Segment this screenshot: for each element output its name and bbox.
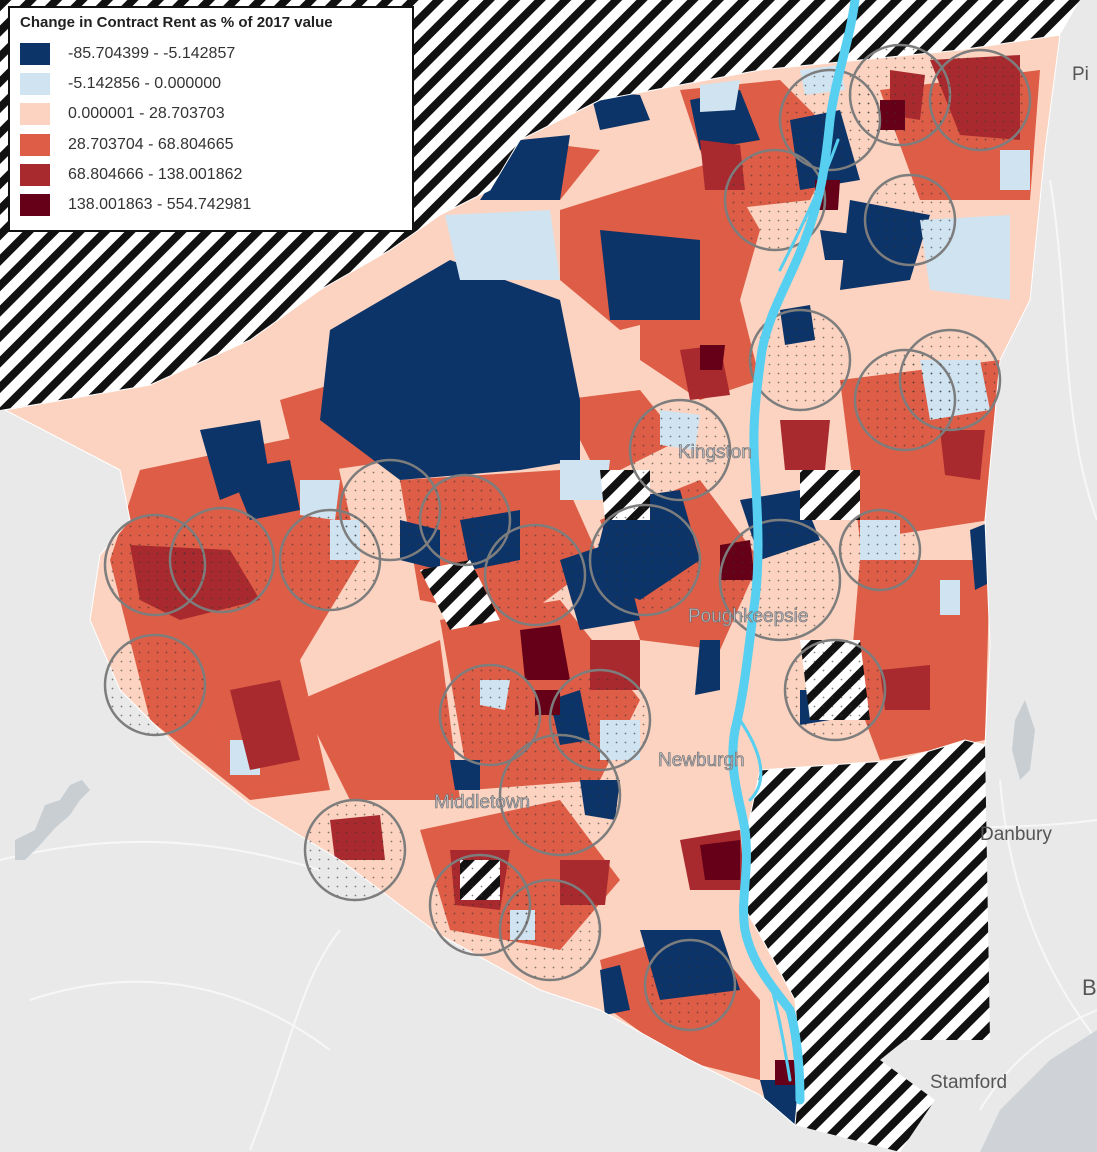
legend-row: 0.000001 - 28.703703: [20, 99, 402, 129]
legend-label: -5.142856 - 0.000000: [68, 75, 222, 93]
legend-row: -85.704399 - -5.142857: [20, 39, 402, 69]
legend-swatch: [20, 73, 50, 96]
legend-swatch: [20, 103, 50, 126]
legend-swatch: [20, 133, 50, 156]
legend-label: -85.704399 - -5.142857: [68, 45, 236, 63]
place-label-middletown: Middletown: [434, 792, 530, 813]
legend-row: 138.001863 - 554.742981: [20, 190, 402, 220]
basemap-water: [15, 700, 1097, 1152]
legend-label: 0.000001 - 28.703703: [68, 105, 225, 123]
legend-label: 138.001863 - 554.742981: [68, 196, 252, 214]
legend-label: 28.703704 - 68.804665: [68, 135, 234, 153]
place-label-stamford: Stamford: [930, 1072, 1007, 1093]
legend-swatch: [20, 163, 50, 186]
legend-swatch: [20, 43, 50, 66]
place-label-danbury: Danbury: [980, 824, 1052, 845]
legend-row: 28.703704 - 68.804665: [20, 130, 402, 160]
place-label-partial-b: B: [1082, 975, 1097, 1000]
hudson-river: [728, 0, 860, 1105]
legend-row: -5.142856 - 0.000000: [20, 69, 402, 99]
legend-swatch: [20, 194, 50, 217]
legend-label: 68.804666 - 138.001862: [68, 165, 243, 183]
legend-row: 68.804666 - 138.001862: [20, 160, 402, 190]
place-label-newburgh: Newburgh: [658, 750, 745, 771]
place-label-poughkeepsie: Poughkeepsie: [688, 606, 808, 627]
place-label-pittsfield-partial: Pi: [1072, 64, 1089, 85]
legend-class-list: -85.704399 - -5.142857 -5.142856 - 0.0000…: [20, 39, 402, 220]
map-legend: Change in Contract Rent as % of 2017 val…: [8, 6, 414, 232]
place-label-kingston: Kingston: [678, 442, 752, 463]
legend-title: Change in Contract Rent as % of 2017 val…: [20, 14, 333, 31]
